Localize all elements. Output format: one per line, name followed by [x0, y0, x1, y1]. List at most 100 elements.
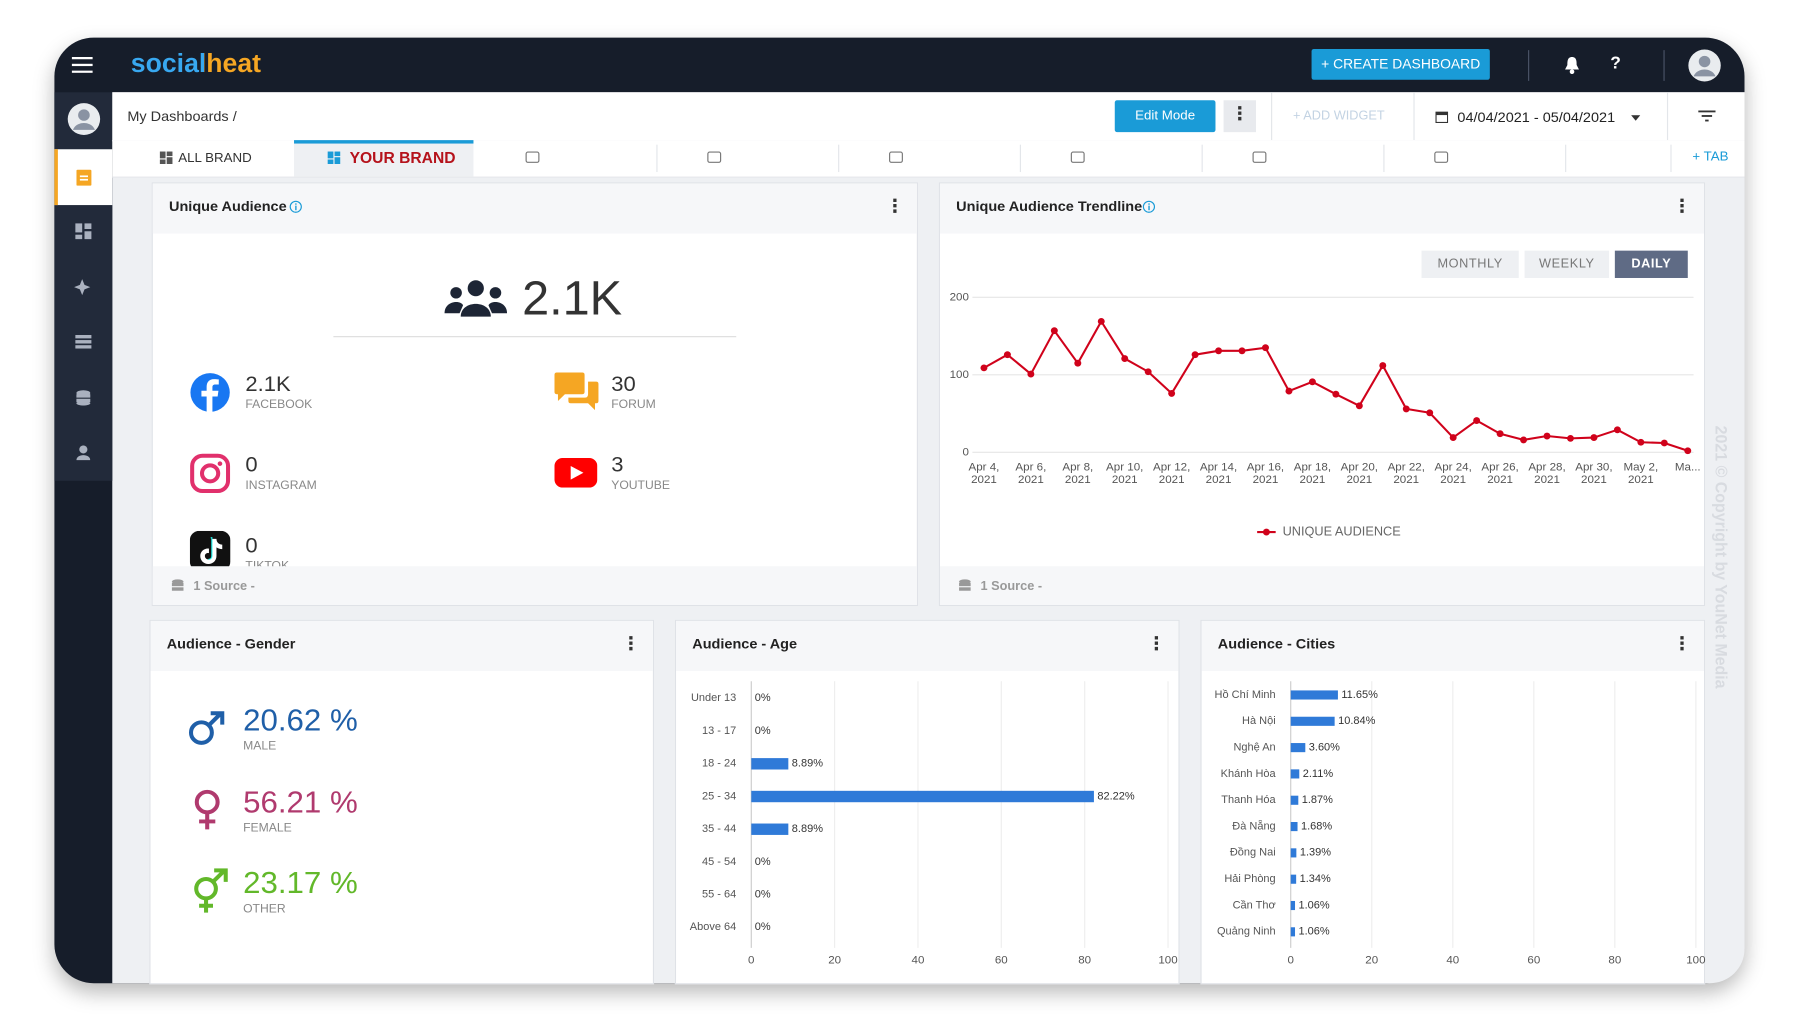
category-label: Above 64: [690, 921, 736, 933]
shape: [1693, 69, 1716, 77]
separator: [1666, 92, 1669, 141]
period-button[interactable]: MONTHLY: [1421, 250, 1519, 278]
widget-menu[interactable]: ⋮: [1147, 634, 1166, 654]
separator: [1528, 50, 1530, 81]
tab-separator: [1383, 144, 1385, 173]
sidebar-avatar[interactable]: [67, 103, 101, 136]
period-button[interactable]: WEEKLY: [1524, 250, 1610, 278]
tab[interactable]: [525, 151, 540, 163]
edit-mode-button[interactable]: Edit Mode: [1114, 100, 1216, 133]
shape: [1631, 115, 1641, 121]
category-label: Cần Thơ: [1233, 899, 1276, 911]
shape: [76, 401, 91, 406]
value-label: 1.87%: [1302, 794, 1333, 806]
shape: [467, 280, 484, 297]
tab[interactable]: [1070, 151, 1085, 163]
sidebar-icon[interactable]: [74, 278, 93, 296]
sidebar-icon[interactable]: [75, 334, 92, 349]
source-icon: [959, 579, 971, 591]
tab[interactable]: [1252, 151, 1267, 163]
shape: [1569, 69, 1575, 75]
value-label: 10.84%: [1338, 715, 1376, 727]
tab[interactable]: [1434, 151, 1449, 163]
x-tick-label: Apr 12, 2021: [1152, 461, 1191, 487]
category-label: 25 - 34: [702, 790, 736, 802]
data-point: [1308, 378, 1316, 386]
breadcrumb[interactable]: My Dashboards /: [127, 108, 237, 125]
tab[interactable]: ALL BRAND: [178, 151, 252, 166]
platform-label: FORUM: [611, 397, 656, 412]
data-point: [1567, 434, 1574, 442]
value-label: 0%: [755, 725, 771, 737]
source-label[interactable]: 1 Source -: [980, 579, 1043, 594]
value-label: 8.89%: [792, 823, 823, 835]
value-label: 0%: [755, 856, 771, 868]
kebab-icon: ⋮: [1230, 104, 1250, 125]
gender-label: MALE: [243, 739, 277, 754]
shape: [1701, 115, 1713, 117]
bar: [1290, 874, 1297, 884]
sidebar-icon[interactable]: [76, 445, 91, 461]
gender-label: OTHER: [243, 902, 286, 916]
platform-value: 3: [611, 453, 624, 478]
tab-active[interactable]: [294, 140, 474, 177]
widget-footer: [152, 566, 917, 605]
add-tab-button[interactable]: + TAB: [1692, 150, 1729, 165]
shape: [334, 157, 341, 165]
x-tick-label: 20: [828, 955, 841, 967]
sidebar-icon[interactable]: [75, 223, 92, 240]
bar: [1290, 743, 1306, 753]
data-point: [1520, 436, 1528, 444]
widget-header: [676, 620, 1179, 672]
widget-menu[interactable]: ⋮: [1672, 634, 1692, 654]
bell-icon[interactable]: [1564, 56, 1580, 75]
x-tick-label: Apr 14, 2021: [1199, 461, 1238, 487]
data-point: [1496, 430, 1504, 438]
shape: [568, 381, 599, 411]
more-button[interactable]: ⋮: [1223, 100, 1256, 133]
user-avatar[interactable]: [1688, 49, 1722, 82]
shape: [76, 455, 91, 461]
category-label: Hải Phòng: [1224, 873, 1275, 885]
date-range[interactable]: 04/04/2021 - 05/04/2021: [1457, 109, 1616, 126]
data-point: [1168, 390, 1176, 397]
x-tick-label: 60: [1527, 955, 1540, 967]
category-label: Đồng Nai: [1230, 847, 1276, 859]
source-label[interactable]: 1 Source -: [193, 579, 255, 594]
shape: [75, 223, 83, 233]
widget-menu[interactable]: ⋮: [621, 634, 641, 654]
shape: [76, 169, 92, 186]
tab[interactable]: [889, 151, 903, 163]
category-label: 13 - 17: [702, 725, 736, 737]
widget-menu[interactable]: ⋮: [885, 197, 905, 217]
create-dashboard-button[interactable]: + CREATE DASHBOARD: [1311, 48, 1490, 80]
y-tick-label: 200: [950, 291, 969, 303]
info-icon[interactable]: [1142, 200, 1156, 214]
shape: [71, 63, 93, 67]
filter-icon[interactable]: [1698, 110, 1716, 122]
bar: [1290, 927, 1296, 937]
forum-icon: [554, 372, 599, 411]
x-tick-label: Apr 22, 2021: [1387, 461, 1425, 487]
data-point: [1097, 317, 1105, 325]
shape: [188, 720, 214, 745]
widget-menu[interactable]: ⋮: [1672, 197, 1692, 217]
y-tick-label: 0: [962, 446, 968, 458]
data-point: [1238, 347, 1246, 355]
value-label: 11.65%: [1341, 689, 1378, 701]
category-label: Hà Nội: [1242, 715, 1276, 727]
tab[interactable]: [707, 151, 722, 163]
sidebar-icon[interactable]: [75, 390, 91, 406]
shape: [217, 461, 223, 466]
data-point: [1473, 417, 1481, 424]
menu-button[interactable]: [71, 56, 95, 73]
shape: [1705, 119, 1709, 122]
data-point: [1449, 434, 1457, 442]
info-icon[interactable]: [289, 200, 302, 214]
period-button-active[interactable]: DAILY: [1614, 250, 1688, 278]
data-point: [1191, 351, 1199, 359]
add-widget-button[interactable]: + ADD WIDGET: [1293, 109, 1385, 124]
help-icon[interactable]: ?: [1610, 53, 1621, 73]
